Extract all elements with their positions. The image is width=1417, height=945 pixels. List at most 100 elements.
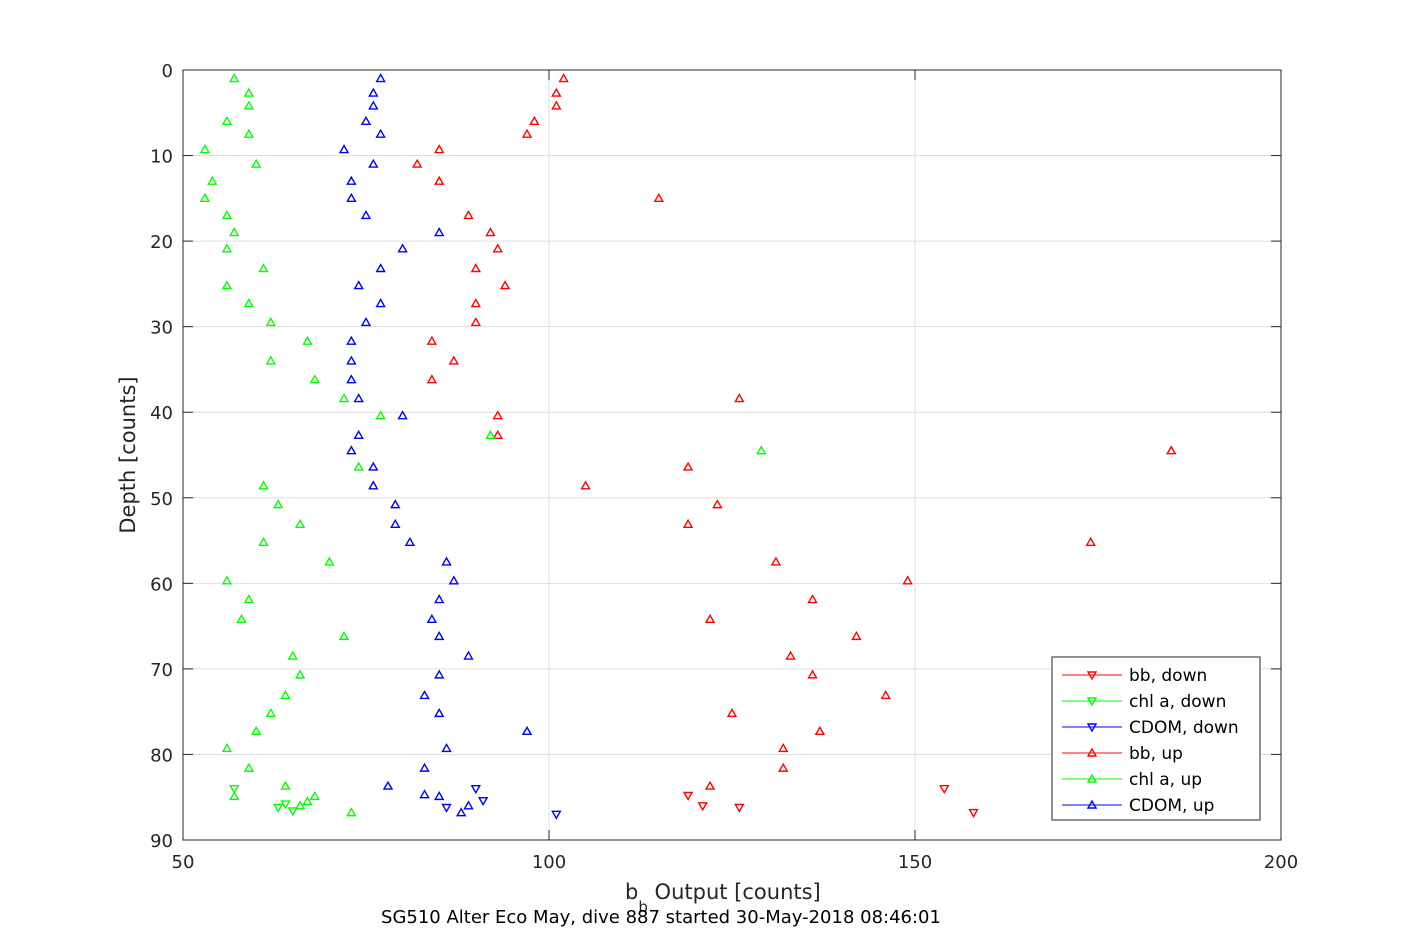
data-point	[426, 613, 438, 623]
data-point	[346, 192, 357, 203]
data-point	[433, 227, 445, 237]
data-point	[250, 158, 262, 168]
data-point	[280, 800, 291, 810]
data-point	[243, 87, 255, 97]
x-axis-label-rest: Output [counts]	[648, 880, 821, 904]
data-point	[551, 100, 562, 110]
data-point	[368, 480, 379, 490]
data-point	[375, 128, 386, 138]
data-point	[346, 807, 357, 817]
y-tick-label: 30	[150, 318, 173, 339]
data-point	[433, 594, 445, 604]
series-3	[412, 73, 1177, 790]
data-point	[1165, 445, 1177, 455]
data-point	[682, 791, 694, 801]
data-point	[390, 499, 401, 509]
data-point	[199, 144, 211, 154]
data-point	[360, 115, 372, 126]
data-point	[338, 630, 350, 641]
data-point	[221, 280, 233, 290]
data-point	[470, 263, 482, 273]
data-point	[419, 789, 430, 799]
data-point	[485, 227, 496, 237]
plot-frame	[182, 69, 1282, 841]
data-point	[734, 803, 745, 813]
data-point	[368, 158, 379, 168]
y-tick-label: 70	[150, 660, 173, 681]
legend-label: CDOM, down	[1129, 718, 1239, 738]
data-point	[280, 690, 291, 700]
data-point	[258, 480, 269, 490]
data-point	[346, 335, 357, 345]
x-tick-label: 100	[532, 852, 566, 873]
series-5	[338, 73, 533, 817]
data-point	[309, 374, 320, 384]
y-tick-label: 0	[162, 61, 173, 82]
data-point	[419, 762, 430, 772]
data-point	[338, 144, 350, 154]
data-point	[785, 650, 796, 660]
data-point	[360, 316, 372, 327]
data-point	[229, 227, 240, 237]
data-point	[778, 762, 789, 772]
y-tick-label: 40	[150, 403, 173, 424]
data-point	[404, 536, 416, 546]
y-tick-label: 50	[150, 489, 173, 510]
data-point	[433, 175, 445, 185]
x-tick-label: 150	[898, 852, 932, 873]
data-point	[880, 690, 891, 700]
y-axis-label: Depth [counts]	[116, 376, 140, 533]
data-point	[499, 280, 511, 290]
data-point	[353, 280, 364, 290]
data-point	[814, 725, 826, 736]
data-point	[382, 780, 394, 790]
legend-marker	[1086, 697, 1098, 707]
data-point	[243, 100, 255, 110]
data-point	[492, 243, 503, 253]
data-point	[521, 128, 533, 138]
data-point	[433, 144, 445, 154]
data-point	[704, 613, 716, 623]
data-point	[236, 613, 247, 623]
legend-marker	[1086, 747, 1098, 757]
data-point	[426, 335, 438, 345]
data-point	[360, 210, 372, 220]
data-point	[221, 575, 233, 585]
data-point	[221, 743, 233, 753]
data-point	[294, 518, 306, 528]
data-point	[902, 575, 913, 585]
data-point	[390, 518, 401, 528]
data-point	[353, 429, 364, 440]
y-tick-label: 90	[150, 831, 173, 852]
data-point	[682, 461, 694, 471]
data-point	[302, 796, 313, 806]
axis-ticks: 50 100 150 200 0 10 20 30 40 50 60 70 80 90	[150, 61, 1298, 873]
data-point	[470, 784, 482, 795]
y-tick-label: 10	[150, 147, 173, 168]
data-point	[433, 707, 445, 718]
data-point	[551, 810, 562, 820]
data-point	[463, 800, 474, 810]
data-point	[778, 743, 789, 753]
data-point	[756, 445, 767, 455]
data-point	[221, 243, 233, 253]
data-point	[463, 650, 474, 660]
data-point	[375, 298, 386, 308]
data-point	[229, 73, 240, 83]
y-tick-label: 60	[150, 574, 173, 595]
data-point	[258, 263, 269, 273]
x-tick-label: 50	[172, 852, 195, 873]
data-point	[346, 445, 357, 455]
data-point	[558, 73, 569, 83]
data-point	[353, 393, 364, 403]
data-point	[492, 410, 503, 420]
data-point	[346, 355, 357, 365]
data-point	[682, 518, 694, 528]
data-point	[280, 780, 291, 790]
data-point	[368, 87, 379, 97]
data-point	[207, 175, 218, 185]
data-point	[529, 115, 540, 126]
data-point	[463, 210, 474, 220]
x-axis-label: bb Output [counts]	[625, 880, 821, 916]
